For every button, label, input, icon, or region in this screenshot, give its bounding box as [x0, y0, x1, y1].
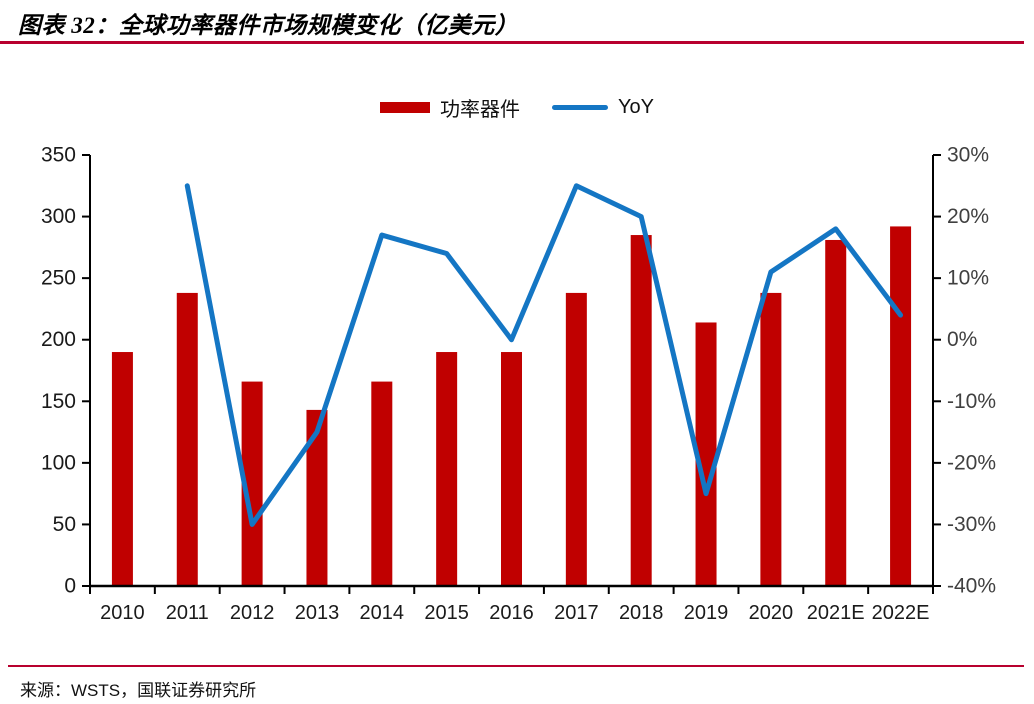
- x-label-2018: 2018: [619, 602, 664, 624]
- right-tick-label: 10%: [947, 267, 989, 290]
- x-label-2022E: 2022E: [872, 602, 930, 624]
- yoy-line: [184, 183, 904, 527]
- right-tick-label: -30%: [947, 513, 996, 536]
- bar-2019: [695, 322, 717, 586]
- x-label-2019: 2019: [684, 602, 729, 624]
- bar-2011: [176, 292, 198, 586]
- combo-chart: 0 50 100 150 200 250 300 350 -40% -30% -20% -10% 0% 1…: [41, 144, 996, 625]
- x-label-2016: 2016: [489, 602, 534, 624]
- left-tick-label: 200: [41, 328, 76, 351]
- bar-2016: [501, 352, 522, 586]
- figure-title: 图表 32：全球功率器件市场规模变化（亿美元）: [18, 13, 519, 38]
- x-label-2015: 2015: [424, 602, 469, 624]
- right-tick-label: 0%: [947, 328, 977, 351]
- bar-2014: [371, 381, 393, 586]
- x-label-2020: 2020: [749, 602, 794, 624]
- right-tick-label: 30%: [947, 144, 989, 167]
- left-tick-label: 100: [41, 451, 76, 474]
- bar-2021E: [825, 239, 847, 586]
- bar-2015: [436, 352, 458, 586]
- bar-2017: [565, 292, 587, 586]
- title-rule: [0, 41, 1024, 44]
- x-label-2017: 2017: [554, 602, 599, 624]
- x-label-2021E: 2021E: [807, 602, 865, 624]
- legend-line-swatch: [552, 105, 609, 110]
- bar-2013: [306, 409, 328, 586]
- left-tick-label: 0: [64, 575, 76, 598]
- legend-bar-swatch: [380, 102, 431, 113]
- right-tick-label: -40%: [947, 575, 996, 598]
- left-tick-label: 350: [41, 144, 76, 167]
- source-note: 来源：WSTS，国联证券研究所: [20, 681, 257, 700]
- x-label-2010: 2010: [100, 602, 145, 624]
- x-label-2013: 2013: [295, 602, 340, 624]
- legend-line-label: YoY: [618, 96, 654, 118]
- bar-2022E: [890, 226, 912, 586]
- bar-2020: [760, 292, 782, 586]
- left-tick-label: 50: [53, 513, 76, 536]
- footer-rule: [8, 665, 1024, 667]
- right-tick-label: 20%: [947, 205, 989, 228]
- right-tick-label: -10%: [947, 390, 996, 413]
- left-tick-label: 150: [41, 390, 76, 413]
- legend-bar-label: 功率器件: [440, 99, 521, 121]
- bar-2010: [111, 352, 133, 586]
- x-label-2012: 2012: [230, 602, 275, 624]
- x-label-2011: 2011: [166, 602, 209, 624]
- chart-legend: 功率器件 YoY: [0, 93, 1034, 122]
- bar-2018: [630, 235, 652, 586]
- x-label-2014: 2014: [360, 602, 405, 624]
- right-tick-label: -20%: [947, 451, 996, 474]
- left-tick-label: 250: [41, 267, 76, 290]
- bar-2012: [241, 381, 263, 586]
- left-tick-label: 300: [41, 205, 76, 228]
